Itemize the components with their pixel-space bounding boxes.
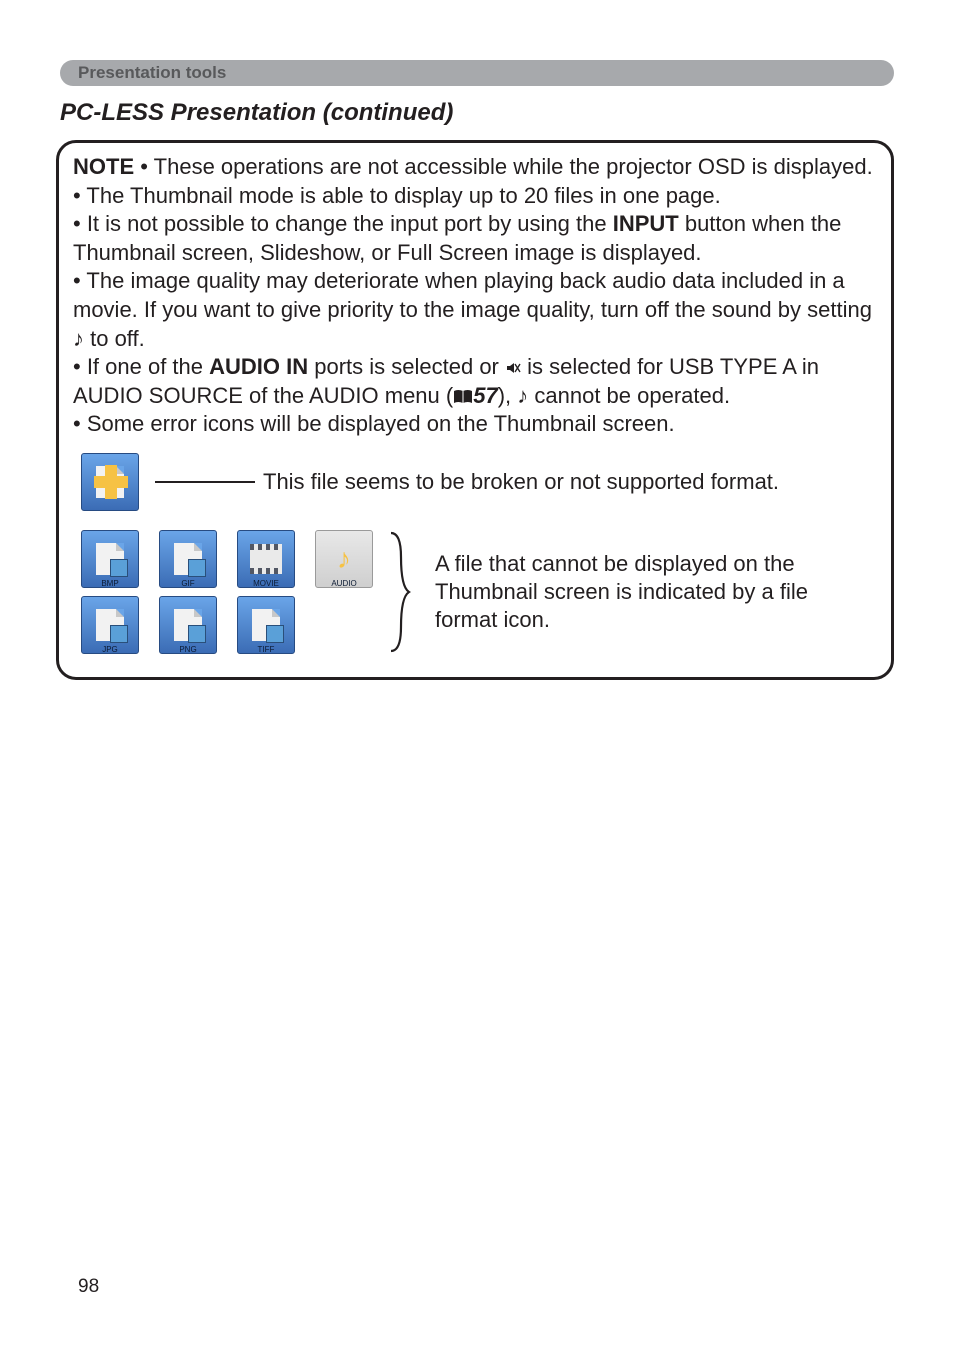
section-banner: Presentation tools [60, 60, 894, 86]
note-ref: 57 [473, 383, 497, 408]
broken-file-icon [81, 453, 139, 511]
note-label: NOTE [73, 154, 134, 179]
audio-icon: ♪AUDIO [315, 530, 373, 588]
note-box: NOTE • These operations are not accessib… [56, 140, 894, 680]
note-bullet-4-bold: AUDIO IN [209, 354, 308, 379]
bmp-icon: BMP [81, 530, 139, 588]
book-icon [453, 389, 473, 405]
page-number: 98 [78, 1276, 99, 1298]
note-body: NOTE • These operations are not accessib… [73, 153, 877, 439]
png-icon: PNG [159, 596, 217, 654]
note-bullet-0: • These operations are not accessible wh… [134, 154, 873, 179]
note-bullet-4b: ports is selected or [308, 354, 505, 379]
note-bullet-1: • The Thumbnail mode is able to display … [73, 183, 721, 208]
note-bullet-3: • The image quality may deteriorate when… [73, 268, 872, 350]
note-bullet-2-bold: INPUT [613, 211, 679, 236]
mute-icon [505, 360, 521, 376]
movie-icon: MOVIE [237, 530, 295, 588]
jpg-icon: JPG [81, 596, 139, 654]
note-bullet-5: • Some error icons will be displayed on … [73, 411, 675, 436]
gif-icon: GIF [159, 530, 217, 588]
brace-icon [387, 527, 411, 657]
tiff-icon: TIFF [237, 596, 295, 654]
note-bullet-2a: • It is not possible to change the input… [73, 211, 613, 236]
format-icons-grid: BMP GIF MOVIE ♪AUDIO JPG PNG TIFF [73, 526, 381, 658]
format-icons-caption: A file that cannot be displayed on the T… [435, 550, 815, 634]
callout-line [155, 481, 255, 483]
page-heading: PC-LESS Presentation (continued) [60, 99, 453, 127]
note-bullet-4d: ), ♪ cannot be operated. [498, 383, 730, 408]
broken-file-row: This file seems to be broken or not supp… [73, 449, 877, 515]
banner-text: Presentation tools [78, 63, 226, 83]
broken-file-caption: This file seems to be broken or not supp… [263, 468, 779, 496]
format-icons-row: BMP GIF MOVIE ♪AUDIO JPG PNG TIFF A file… [73, 521, 877, 663]
note-bullet-4a: • If one of the [73, 354, 209, 379]
